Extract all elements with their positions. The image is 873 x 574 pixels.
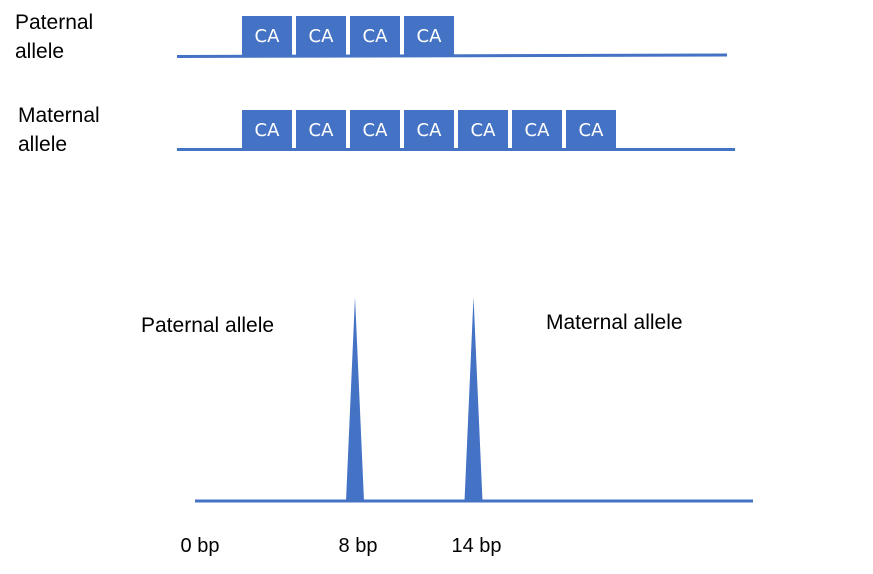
paternal-ca-repeat-2: CA [296, 16, 346, 56]
paternal-allele-peak [346, 297, 364, 501]
size-tick-label-14: 14 bp [451, 535, 502, 557]
maternal-ca-repeat-4: CA [404, 110, 454, 150]
maternal-ca-repeat-6: CA [512, 110, 562, 150]
size-tick-label-0: 0 bp [180, 535, 220, 557]
maternal-ca-repeat-3: CA [350, 110, 400, 150]
paternal-ca-repeat-3: CA [350, 16, 400, 56]
maternal-repeat-row: CA CA CA CA CA CA CA [242, 110, 616, 150]
paternal-allele-label-top-line2: allele [15, 40, 65, 63]
maternal-allele-peak-label: Maternal allele [546, 311, 683, 334]
maternal-ca-repeat-2: CA [296, 110, 346, 150]
maternal-allele-strand [177, 148, 735, 151]
paternal-ca-repeat-4: CA [404, 16, 454, 56]
maternal-ca-repeat-5: CA [458, 110, 508, 150]
paternal-allele-label-top-line1: Paternal [15, 11, 94, 34]
maternal-ca-repeat-1: CA [242, 110, 292, 150]
size-tick-label-8: 8 bp [338, 535, 378, 557]
maternal-allele-peak [464, 297, 483, 501]
peak-group [346, 297, 483, 501]
paternal-allele-peak-label: Paternal allele [141, 314, 275, 337]
maternal-allele-label-top-line2: allele [18, 133, 68, 156]
paternal-repeat-row: CA CA CA CA [242, 16, 454, 56]
maternal-ca-repeat-7: CA [566, 110, 616, 150]
paternal-ca-repeat-1: CA [242, 16, 292, 56]
maternal-allele-label-top-line1: Maternal [18, 104, 100, 127]
